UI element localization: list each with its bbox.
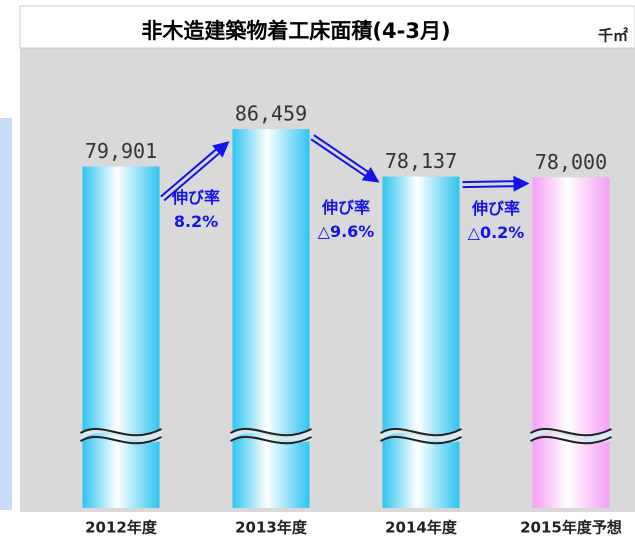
side-panel [0, 118, 12, 510]
x-tick-label: 2013年度 [235, 519, 308, 537]
arrow-head [361, 167, 380, 183]
break-band [530, 428, 612, 443]
annotation-value: △9.6% [318, 222, 375, 241]
chart-title: 非木造建築物着工床面積(4-3月) [141, 19, 450, 43]
arrow-line [462, 180, 514, 184]
break-line [530, 428, 612, 437]
annotation-label: 伸び率 [171, 188, 220, 207]
break-line [80, 436, 162, 445]
annotation-value: △0.2% [468, 223, 525, 242]
break-line [530, 436, 612, 445]
annotation-value: 8.2% [174, 212, 218, 231]
break-line [380, 436, 462, 445]
value-label: 78,000 [535, 150, 607, 174]
arrow-line [160, 148, 217, 198]
bar [532, 177, 610, 508]
value-label: 78,137 [385, 149, 457, 173]
value-label: 79,901 [85, 139, 157, 163]
break-line [230, 428, 312, 437]
x-tick-label: 2014年度 [385, 519, 458, 537]
bar [382, 176, 460, 509]
break-line [80, 428, 162, 437]
title-box [19, 5, 635, 49]
bar [82, 166, 160, 508]
arrow-head [212, 141, 230, 158]
break-line [380, 428, 462, 437]
annotation-label: 伸び率 [471, 199, 520, 218]
arrow-line [310, 138, 366, 177]
unit-label: 千㎡ [598, 27, 628, 45]
x-tick-label: 2015年度予想 [520, 519, 622, 537]
break-band [230, 428, 312, 443]
arrow-line [163, 152, 220, 202]
value-label: 86,459 [235, 102, 307, 126]
bar [232, 129, 310, 508]
break-band [380, 428, 462, 443]
arrow-line [462, 185, 514, 189]
annotation-label: 伸び率 [321, 198, 370, 217]
x-tick-label: 2012年度 [85, 519, 158, 537]
break-band [80, 428, 162, 443]
arrow-line [313, 134, 369, 173]
arrow-head [513, 175, 530, 192]
break-line [230, 436, 312, 445]
